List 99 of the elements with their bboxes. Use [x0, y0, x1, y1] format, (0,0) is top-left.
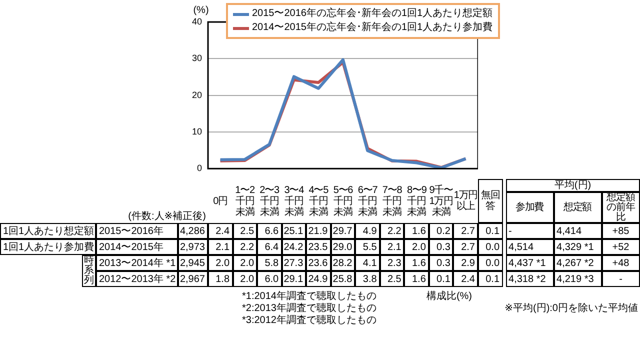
text: 5.8 [257, 255, 282, 271]
text: 2.5 [380, 271, 404, 287]
text: 2014〜2015年 [96, 239, 178, 255]
y-axis-title: (%) [192, 4, 210, 16]
text: 2.4 [208, 223, 233, 239]
x-tick-label: 0円 [212, 194, 228, 208]
x-tick-label: 9千〜1万円未満 [428, 184, 454, 220]
text: 2,973 [178, 239, 208, 255]
text: 3.8 [355, 271, 380, 287]
text: 2.7 [453, 223, 478, 239]
text: *2:2013年調査で聴取したもの [241, 302, 378, 314]
legend-label: 2015〜2016年の忘年会･新年会の1回1人あたり想定額 [252, 7, 493, 21]
text: 6.4 [257, 239, 282, 255]
legend-label: 2014〜2015年の忘年会･新年会の1回1人あたり参加費 [252, 21, 493, 35]
text: 4,514 [506, 239, 554, 255]
text: 1.6 [404, 255, 429, 271]
text: *1:2014年調査で聴取したもの [241, 290, 378, 302]
x-tick-label: 7〜8千円未満 [381, 184, 403, 220]
text: ※平均(円):0円を除いた平均値 [504, 302, 639, 314]
x-tick-label: 4〜5千円未満 [308, 184, 330, 220]
text: 23.5 [306, 239, 331, 255]
text: (件数:人※補正後) [127, 210, 207, 222]
text: 無回答 [478, 179, 503, 223]
x-tick-label: 8〜9千円未満 [406, 184, 428, 220]
text: 29.1 [282, 271, 306, 287]
text: 0.1 [428, 271, 454, 287]
text: 1.8 [208, 271, 233, 287]
x-tick-label: 5〜6千円未満 [332, 184, 354, 220]
text: 24.2 [282, 239, 306, 255]
x-tick-label: 1〜2千円未満 [234, 184, 256, 220]
text: 想定額 [554, 192, 602, 223]
text: 27.3 [282, 255, 306, 271]
y-tick-label: 20 [192, 90, 202, 100]
text: 2.4 [453, 271, 478, 287]
text: 2.5 [232, 223, 258, 239]
x-tick-label: 1万円以上 [453, 189, 478, 214]
text: 2.1 [208, 239, 233, 255]
text: 4,318 *2 [506, 271, 554, 287]
text: +85 [602, 223, 640, 239]
text: 1.6 [404, 223, 429, 239]
text: 0.3 [428, 239, 454, 255]
text: 2.2 [232, 239, 258, 255]
text: +52 [602, 239, 640, 255]
text: 2015〜2016年 [96, 223, 178, 239]
text: 構成比(%) [425, 290, 473, 302]
text: 4,219 *3 [554, 271, 602, 287]
x-tick-label: 3〜4千円未満 [283, 184, 305, 220]
text: 2.3 [380, 255, 404, 271]
text: 4.1 [355, 255, 380, 271]
text: 6.0 [257, 271, 282, 287]
text: 0.1 [478, 271, 503, 287]
text: 5.5 [355, 239, 380, 255]
text: 4,286 [178, 223, 208, 239]
y-tick-label: 30 [192, 53, 202, 64]
text: 2.7 [453, 239, 478, 255]
text: 4,414 [554, 223, 602, 239]
text: 2.1 [380, 239, 404, 255]
text: 0.1 [478, 223, 503, 239]
text: 1回1人あたり参加費 [0, 239, 96, 255]
text: 6.6 [257, 223, 282, 239]
x-tick-label: 6〜7千円未満 [356, 184, 378, 220]
text: 2.9 [453, 255, 478, 271]
text: 29.0 [330, 239, 356, 255]
text: 0.0 [478, 239, 503, 255]
x-tick-label: 2〜3千円未満 [258, 184, 280, 220]
text: 1.6 [404, 271, 429, 287]
text: 2.2 [380, 223, 404, 239]
y-tick-label: 0 [196, 163, 202, 174]
text: 4.9 [355, 223, 380, 239]
text: 2.0 [232, 271, 258, 287]
text: 21.9 [306, 223, 331, 239]
text: 4,267 *2 [554, 255, 602, 271]
text: 2,967 [178, 271, 208, 287]
text: +48 [602, 255, 640, 271]
text: 2.0 [404, 239, 429, 255]
text: 23.6 [306, 255, 331, 271]
text: *3:2012年調査で聴取したもの [241, 314, 378, 326]
text: 2012〜2013年 *2 [96, 271, 178, 287]
text: 4,329 *1 [554, 239, 602, 255]
text: 2013〜2014年 *1 [96, 255, 178, 271]
text: 2,945 [178, 255, 208, 271]
text: 4,437 *1 [506, 255, 554, 271]
text: 2.0 [208, 255, 233, 271]
text: 2.0 [232, 255, 258, 271]
text: 25.1 [282, 223, 306, 239]
text: - [506, 223, 554, 239]
text: 0.3 [428, 255, 454, 271]
text: 24.9 [306, 271, 331, 287]
text: 25.8 [330, 271, 356, 287]
text: - [602, 271, 640, 287]
text: 1回1人あたり想定額 [0, 223, 96, 239]
text: 平均(円) [506, 179, 640, 192]
y-tick-label: 40 [192, 16, 202, 26]
text: 0.0 [478, 255, 503, 271]
text: 28.2 [330, 255, 356, 271]
text: 参加費 [506, 192, 554, 223]
y-tick-label: 10 [192, 126, 202, 136]
text: 0.2 [428, 223, 454, 239]
text: 29.7 [330, 223, 356, 239]
